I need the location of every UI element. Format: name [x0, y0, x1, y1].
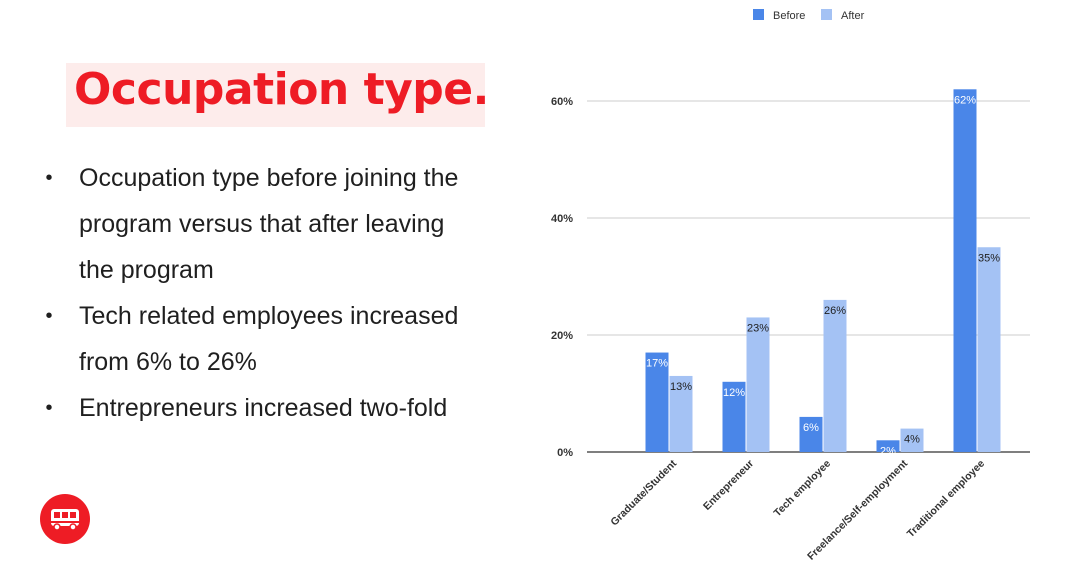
- legend-label: After: [841, 10, 865, 22]
- bus-icon: [40, 494, 90, 544]
- data-label: 6%: [803, 422, 819, 434]
- y-tick-label: 40%: [551, 213, 573, 225]
- legend-label: Before: [773, 10, 805, 22]
- bullet-item: • Occupation type before joining the progr…: [38, 155, 518, 293]
- bullet-list: • Occupation type before joining the progr…: [38, 155, 518, 431]
- bullet-item: • Entrepreneurs increased two-fold: [38, 385, 518, 431]
- data-label: 17%: [646, 358, 668, 370]
- bullet-text-line: Occupation type before joining the: [79, 164, 459, 192]
- y-tick-label: 0%: [557, 447, 573, 459]
- bullet-text-line: Entrepreneurs increased two-fold: [79, 394, 448, 422]
- y-tick-label: 20%: [551, 330, 573, 342]
- data-label: 26%: [824, 305, 846, 317]
- data-label: 62%: [954, 94, 976, 106]
- bullet-marker: •: [45, 305, 53, 327]
- bullet-marker: •: [45, 397, 53, 419]
- legend-swatch: [753, 9, 764, 20]
- legend-swatch: [821, 9, 832, 20]
- bar-before: [645, 352, 669, 452]
- bar-before: [953, 89, 977, 453]
- bar-before: [722, 381, 746, 452]
- bar-after: [823, 299, 847, 452]
- data-label: 4%: [904, 434, 920, 446]
- data-label: 12%: [723, 387, 745, 399]
- data-label: 2%: [880, 445, 896, 457]
- bullet-item: • Tech related employees increased from 6%…: [38, 293, 518, 385]
- x-tick-label: Graduate/Student: [608, 457, 679, 528]
- title-highlight: Occupation type.: [66, 63, 489, 127]
- bar-after: [669, 375, 693, 452]
- page-title: Occupation type.: [74, 64, 489, 115]
- bar-after: [900, 428, 924, 452]
- bar-before: [799, 416, 823, 452]
- bar-after: [746, 317, 770, 452]
- bullet-marker: •: [45, 167, 53, 189]
- occupation-bar-chart: 0% 20% 40% 60% 17% 13% Graduate/Student 12% 23% E…: [540, 0, 1060, 575]
- chart-svg: 0% 20% 40% 60% 17%13% Graduate/Student 12% 23% E…: [551, 9, 1030, 563]
- data-label: 35%: [978, 252, 1000, 264]
- bullet-text-line: the program: [79, 256, 214, 284]
- bar-before: [876, 440, 900, 452]
- x-tick-label: Traditional employee: [905, 458, 987, 540]
- bullet-text-line: program versus that after leaving: [79, 210, 445, 238]
- data-label: 13%: [670, 381, 692, 393]
- bullet-text-line: Tech related employees increased: [79, 302, 459, 330]
- bar-after: [977, 247, 1001, 452]
- y-tick-label: 60%: [551, 96, 573, 108]
- bullet-text-line: from 6% to 26%: [79, 348, 257, 376]
- x-tick-label: Tech employee: [772, 458, 834, 520]
- x-tick-label: Entrepreneur: [701, 458, 756, 513]
- data-label: 23%: [747, 322, 769, 334]
